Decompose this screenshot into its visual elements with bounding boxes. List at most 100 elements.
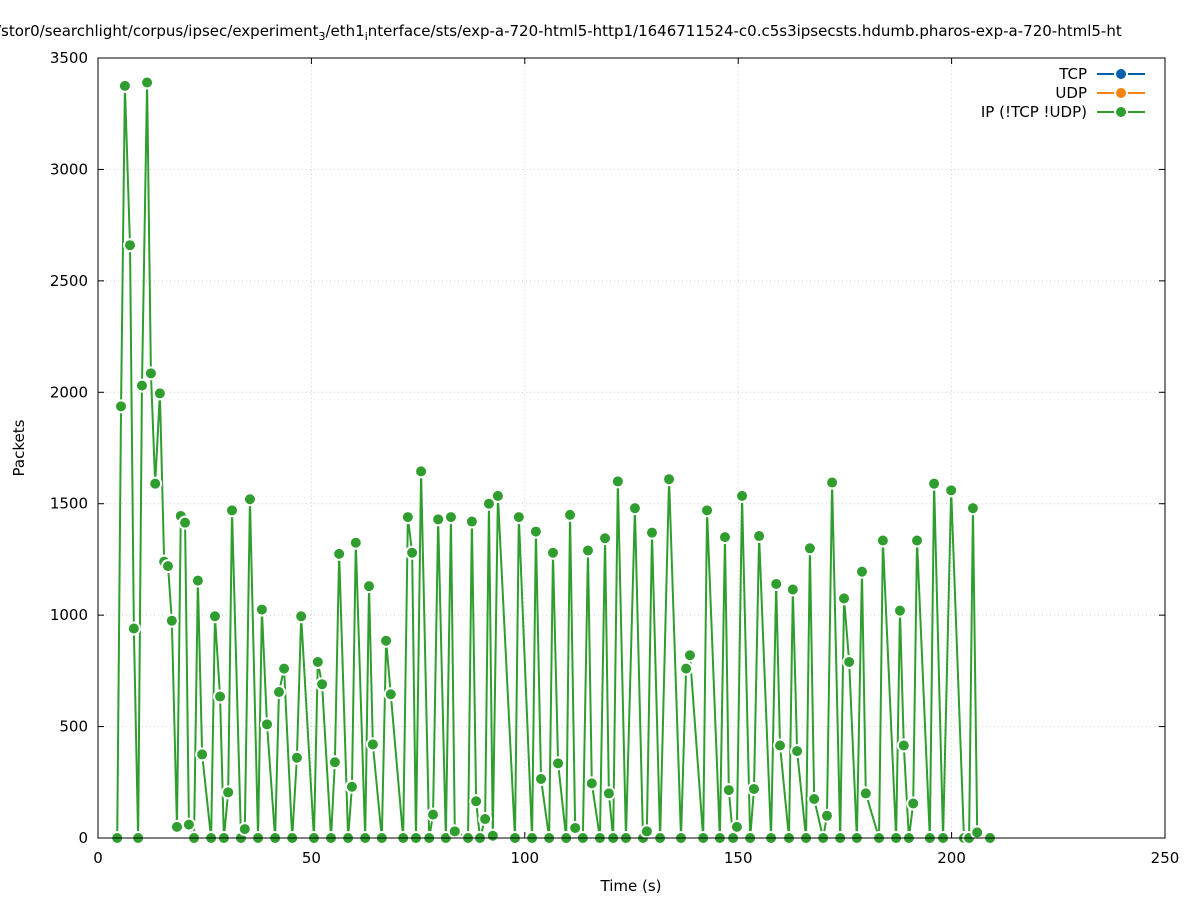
data-point <box>365 737 380 752</box>
data-point <box>875 533 890 548</box>
data-point <box>584 776 599 791</box>
data-point <box>965 501 980 516</box>
data-point <box>294 609 309 624</box>
data-point <box>383 687 398 702</box>
data-point <box>601 786 616 801</box>
data-point <box>126 621 141 636</box>
data-point <box>580 543 595 558</box>
data-point <box>348 535 363 550</box>
data-point <box>178 515 193 530</box>
x-tick-label: 100 <box>510 849 539 867</box>
data-point <box>721 783 736 798</box>
data-point <box>598 531 613 546</box>
y-tick-label: 0 <box>78 829 88 847</box>
data-point <box>825 475 840 490</box>
data-point <box>700 503 715 518</box>
y-tick-label: 3500 <box>50 49 88 67</box>
x-tick-label: 250 <box>1151 849 1180 867</box>
data-point <box>469 794 484 809</box>
data-point <box>207 609 222 624</box>
data-point <box>148 476 163 491</box>
plot-frame <box>97 57 1166 839</box>
data-point <box>140 75 155 90</box>
data-point <box>164 613 179 628</box>
y-tick-label: 1000 <box>50 606 88 624</box>
title-subscript: 3 <box>319 30 326 43</box>
data-point <box>332 546 347 561</box>
data-point <box>289 750 304 765</box>
data-point <box>752 529 767 544</box>
data-point <box>944 483 959 498</box>
x-tick-label: 200 <box>937 849 966 867</box>
data-point <box>970 825 985 840</box>
data-point <box>534 771 549 786</box>
data-point <box>414 464 429 479</box>
data-point <box>117 78 132 93</box>
data-point <box>310 654 325 669</box>
legend-marker <box>1114 86 1128 100</box>
plot-area <box>110 75 998 845</box>
y-tick-label: 3000 <box>50 160 88 178</box>
y-tick-label: 1500 <box>50 495 88 513</box>
y-tick-label: 2000 <box>50 383 88 401</box>
data-point <box>190 573 205 588</box>
y-tick-label: 500 <box>59 718 88 736</box>
data-point <box>315 677 330 692</box>
data-point <box>169 819 184 834</box>
data-point <box>362 579 377 594</box>
data-point <box>277 661 292 676</box>
data-point <box>490 488 505 503</box>
legend-label: UDP <box>1055 84 1087 102</box>
data-point <box>644 525 659 540</box>
data-point <box>858 786 873 801</box>
data-point <box>271 685 286 700</box>
data-point <box>785 582 800 597</box>
title-part: /eth1 <box>326 22 365 40</box>
data-point <box>431 512 446 527</box>
data-point <box>221 785 236 800</box>
data-point <box>790 744 805 759</box>
data-point <box>679 661 694 676</box>
data-point <box>563 507 578 522</box>
data-point <box>906 796 921 811</box>
x-axis-label: Time (s) <box>600 877 662 895</box>
data-point <box>769 576 784 591</box>
data-point <box>237 822 252 837</box>
data-point <box>405 545 420 560</box>
data-point <box>746 781 761 796</box>
data-point <box>892 603 907 618</box>
data-point <box>639 824 654 839</box>
data-point <box>528 524 543 539</box>
data-point <box>213 689 228 704</box>
legend-label: IP (!TCP !UDP) <box>981 103 1087 121</box>
data-point <box>242 492 257 507</box>
data-point <box>195 747 210 762</box>
data-point <box>807 792 822 806</box>
y-axis-label: Packets <box>10 419 28 476</box>
data-point <box>662 472 677 487</box>
data-point <box>896 738 911 753</box>
data-point <box>152 386 167 401</box>
data-point <box>181 817 196 832</box>
data-point <box>568 820 583 835</box>
data-point <box>682 648 697 663</box>
data-point <box>802 541 817 556</box>
data-point <box>627 501 642 516</box>
data-point <box>910 533 925 548</box>
title-part: /stor0/searchlight/corpus/ipsec/experime… <box>0 22 319 40</box>
data-point <box>143 366 158 381</box>
legend-marker <box>1114 105 1128 119</box>
title-subscript: i <box>365 30 368 43</box>
data-point <box>160 559 175 574</box>
data-point <box>854 564 869 579</box>
data-point <box>254 602 269 617</box>
data-point <box>927 476 942 491</box>
data-point <box>134 378 149 393</box>
data-point <box>114 399 129 414</box>
data-point <box>379 633 394 648</box>
data-point <box>511 510 526 525</box>
data-point <box>729 819 744 834</box>
data-point <box>717 530 732 545</box>
